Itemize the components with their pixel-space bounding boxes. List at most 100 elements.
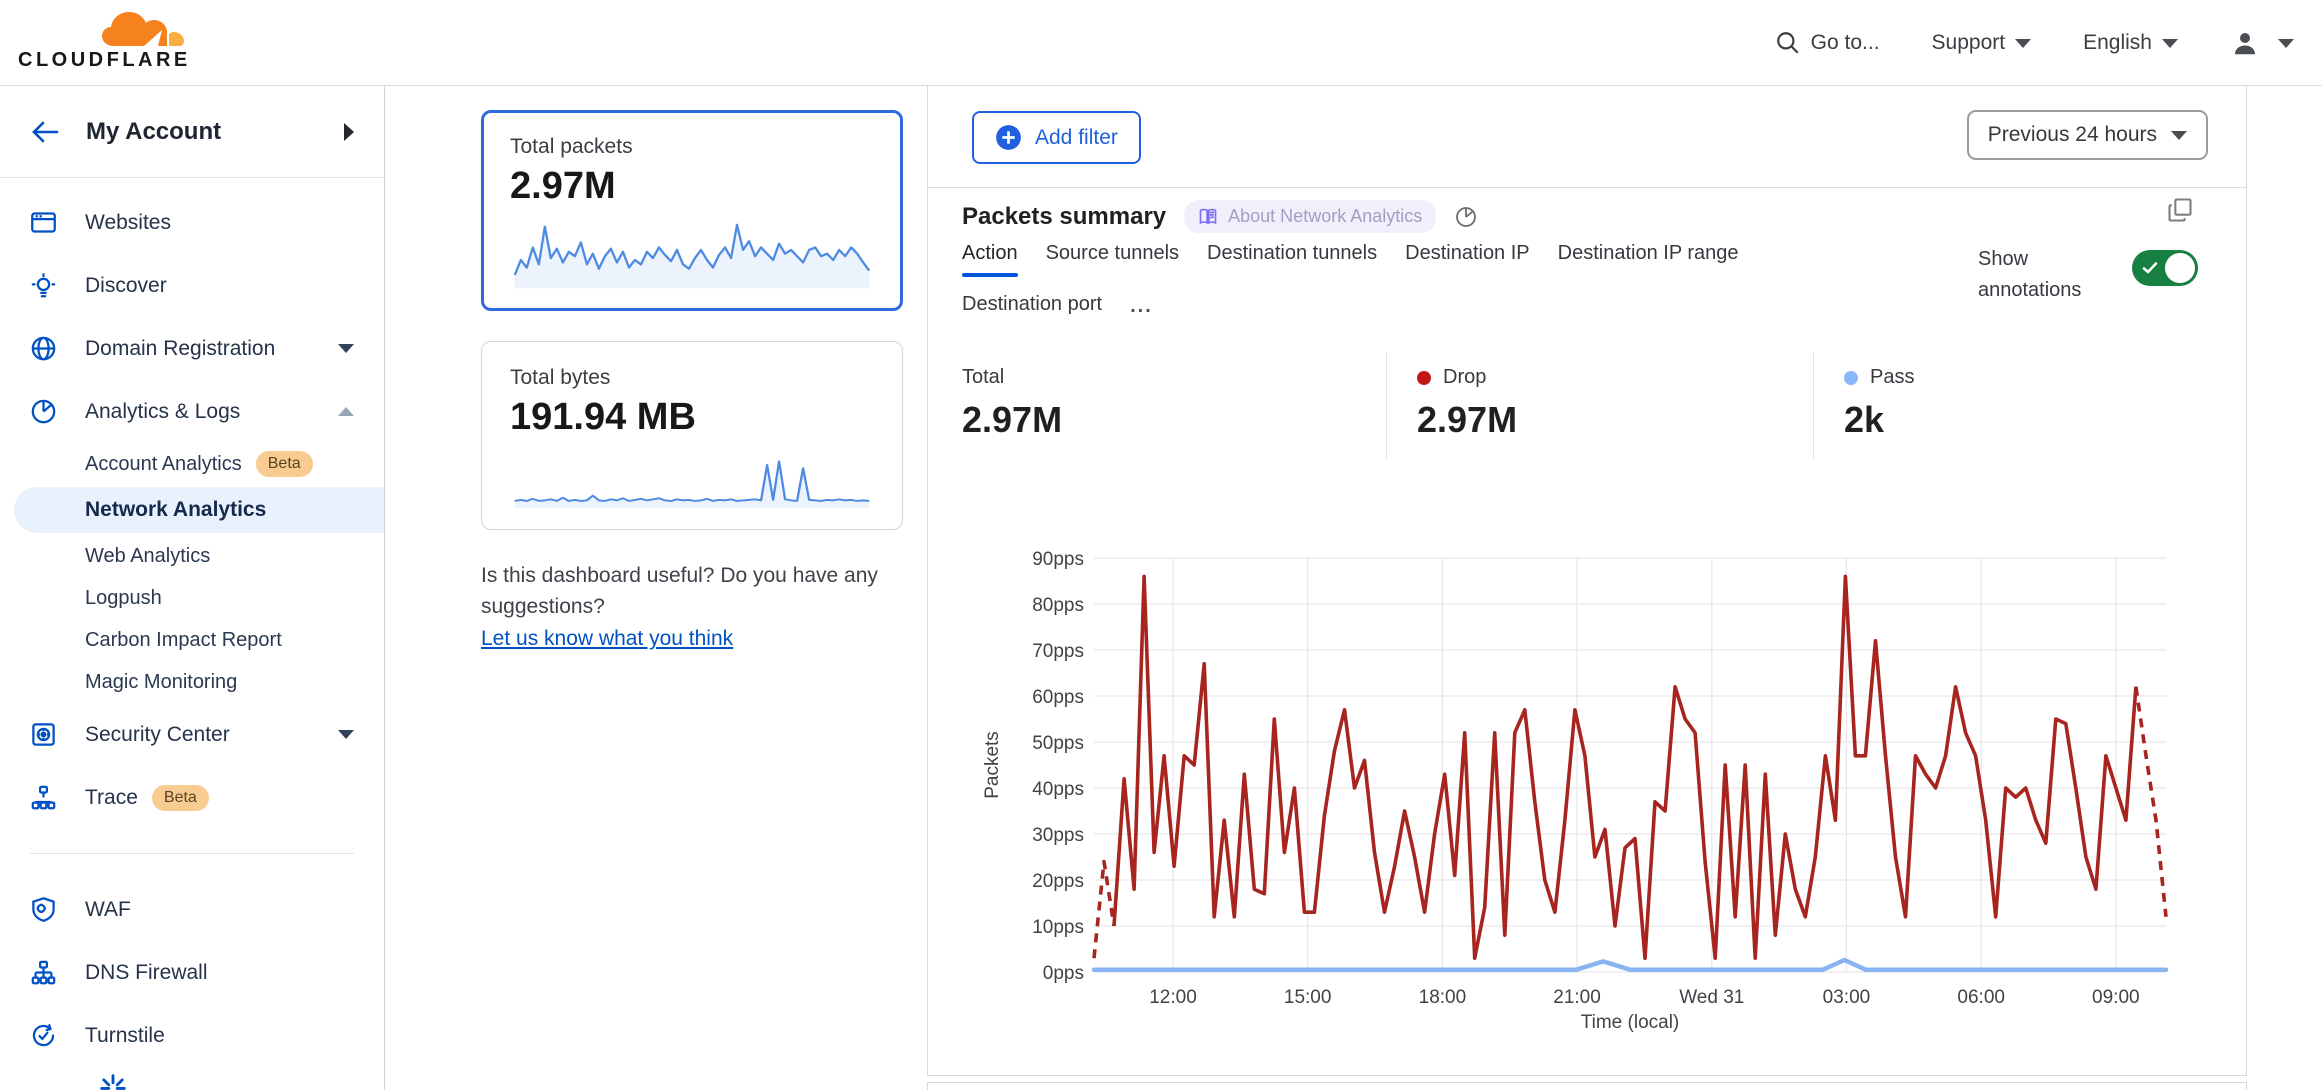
stat-value: 2.97M	[1417, 399, 1518, 440]
sidebar-item-account-analytics[interactable]: Account Analytics Beta	[0, 443, 384, 485]
annotations-toggle[interactable]	[2132, 250, 2198, 286]
drop-line-dashed-start	[1092, 859, 1116, 959]
card-value: 191.94 MB	[510, 396, 696, 438]
beta-badge: Beta	[151, 784, 209, 811]
tab-action[interactable]: Action	[962, 242, 1018, 277]
top-header: CLOUDFLARE Go to... Support English	[0, 0, 2322, 86]
total-bytes-card[interactable]: Total bytes 191.94 MB	[481, 341, 903, 530]
back-arrow-icon[interactable]	[30, 119, 60, 145]
go-to-search[interactable]: Go to...	[1775, 30, 1880, 56]
sidebar-item-label: Account Analytics	[85, 452, 242, 475]
tab-destination-ip[interactable]: Destination IP	[1405, 242, 1530, 264]
add-filter-button[interactable]: Add filter	[972, 111, 1141, 164]
sidebar-item-carbon-impact-report[interactable]: Carbon Impact Report	[0, 619, 384, 661]
trace-icon	[31, 785, 56, 810]
about-network-analytics-badge[interactable]: About Network Analytics	[1184, 200, 1437, 233]
tab-destination-port[interactable]: Destination port	[962, 293, 1103, 315]
chevron-down-icon	[2278, 38, 2294, 48]
next-panel-top-edge	[927, 1082, 2247, 1090]
pass-legend-dot	[1844, 370, 1858, 385]
stat-pass: Pass 2k	[1813, 352, 2214, 459]
x-axis-tick-label: 21:00	[1553, 987, 1601, 1008]
x-axis-tick-label: 09:00	[2092, 987, 2140, 1008]
chevron-down-icon	[2171, 130, 2187, 140]
tab-destination-tunnels[interactable]: Destination tunnels	[1207, 242, 1378, 264]
drop-legend-dot	[1417, 370, 1431, 385]
y-axis-tick-label: 30pps	[1032, 825, 1084, 846]
account-header-row: My Account	[0, 86, 384, 178]
show-annotations-label: Show annotations	[1978, 248, 2082, 301]
support-menu[interactable]: Support	[1932, 31, 2032, 55]
sidebar-item-domain-registration[interactable]: Domain Registration	[0, 317, 384, 380]
sidebar-item-web-analytics[interactable]: Web Analytics	[0, 535, 384, 577]
cloudflare-wordmark: CLOUDFLARE	[18, 49, 191, 71]
chevron-down-icon	[338, 730, 354, 739]
tab-destination-ip-range[interactable]: Destination IP range	[1557, 242, 1739, 264]
cloudflare-logo[interactable]: CLOUDFLARE	[18, 4, 198, 82]
support-label: Support	[1931, 31, 2006, 54]
x-axis-tick-label: 06:00	[1957, 987, 2005, 1008]
add-filter-label: Add filter	[1035, 125, 1118, 149]
pie-chart-icon	[31, 399, 56, 424]
chevron-down-icon	[2162, 38, 2178, 48]
more-tabs-button[interactable]: ...	[1130, 295, 1153, 317]
sidebar-item-websites[interactable]: Websites	[0, 191, 384, 254]
feedback-block: Is this dashboard useful? Do you have an…	[481, 560, 911, 654]
sparkline-area	[514, 224, 870, 289]
feedback-question: Is this dashboard useful? Do you have an…	[481, 564, 878, 618]
x-axis-tick-label: 18:00	[1419, 987, 1467, 1008]
sidebar-item-magic-monitoring[interactable]: Magic Monitoring	[0, 661, 384, 703]
account-menu[interactable]	[2230, 28, 2294, 58]
language-label: English	[2083, 31, 2152, 54]
x-axis-tick-label: Wed 31	[1679, 987, 1744, 1008]
sidebar-item-turnstile[interactable]: Turnstile	[0, 1004, 384, 1067]
tab-source-tunnels[interactable]: Source tunnels	[1045, 242, 1180, 264]
expand-panel-icon[interactable]	[2166, 196, 2194, 229]
language-menu[interactable]: English	[2083, 31, 2178, 55]
time-range-dropdown[interactable]: Previous 24 hours	[1966, 110, 2208, 160]
sidebar-item-label: Trace	[85, 785, 138, 809]
sidebar-item-logpush[interactable]: Logpush	[0, 577, 384, 619]
stat-drop: Drop 2.97M	[1386, 352, 1813, 459]
shield-gear-icon	[32, 897, 55, 922]
sidebar-item-dns-firewall[interactable]: DNS Firewall	[0, 941, 384, 1004]
x-axis-tick-label: 15:00	[1284, 987, 1332, 1008]
sidebar-item-label: Carbon Impact Report	[85, 628, 282, 651]
sidebar-item-label: Analytics & Logs	[85, 399, 241, 423]
stat-label: Total	[962, 366, 1005, 388]
cloudflare-cloud-icon	[102, 12, 184, 46]
sidebar: My Account Websites Discover Domain Regi…	[0, 86, 385, 1090]
toggle-knob	[2165, 253, 2195, 283]
section-title: Packets summary	[962, 202, 1167, 230]
stat-label: Pass	[1870, 366, 1915, 388]
total-bytes-sparkline	[514, 460, 870, 508]
drop-line	[1112, 574, 2138, 961]
sparkline-line	[514, 460, 870, 502]
safe-icon	[32, 723, 55, 746]
sidebar-item-label: Turnstile	[85, 1023, 165, 1047]
feedback-link[interactable]: Let us know what you think	[481, 627, 734, 650]
sidebar-item-label: Magic Monitoring	[85, 670, 238, 693]
chevron-down-icon	[2015, 38, 2032, 48]
sidebar-item-waf[interactable]: WAF	[0, 878, 384, 941]
sidebar-item-trace[interactable]: Trace Beta	[0, 766, 384, 829]
chevron-right-icon[interactable]	[344, 122, 354, 141]
sidebar-item-security-center[interactable]: Security Center	[0, 703, 384, 766]
sidebar-item-discover[interactable]: Discover	[0, 254, 384, 317]
sidebar-item-analytics-logs[interactable]: Analytics & Logs	[0, 380, 384, 443]
y-axis-title: Packets	[982, 731, 1003, 799]
y-axis-tick-label: 90pps	[1032, 549, 1084, 570]
sidebar-item-label: Logpush	[85, 586, 162, 609]
beta-badge: Beta	[255, 451, 313, 477]
chart-plot-area[interactable]	[1094, 558, 2166, 972]
pie-chart-outline-icon[interactable]	[1454, 205, 1478, 229]
search-icon	[1776, 32, 1799, 54]
sidebar-item-network-analytics[interactable]: Network Analytics	[14, 487, 384, 533]
stat-total: Total 2.97M	[962, 352, 1386, 459]
time-range-label: Previous 24 hours	[1987, 123, 2157, 146]
total-packets-card[interactable]: Total packets 2.97M	[481, 110, 903, 311]
y-axis-tick-label: 40pps	[1032, 779, 1084, 800]
globe-icon	[31, 336, 56, 361]
x-axis-title: Time (local)	[1581, 1012, 1680, 1033]
